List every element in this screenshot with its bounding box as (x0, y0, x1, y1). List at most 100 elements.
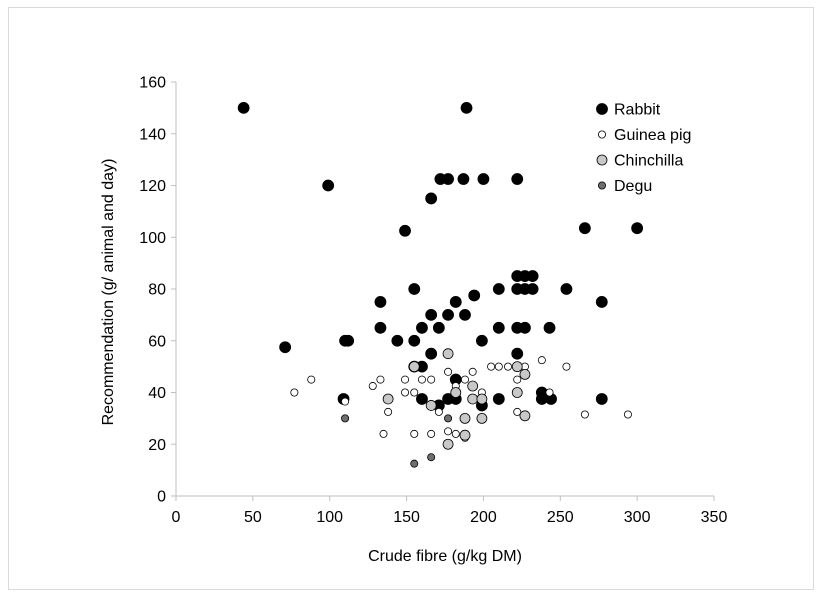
point-chinchilla (511, 387, 523, 398)
legend-marker (596, 154, 608, 166)
x-tick-label: 50 (244, 509, 262, 526)
point-guinea-pig (434, 407, 443, 416)
y-tick-label: 160 (139, 75, 166, 92)
point-chinchilla (442, 438, 454, 450)
point-rabbit (526, 283, 539, 295)
point-guinea-pig (460, 375, 469, 384)
point-guinea-pig (451, 429, 460, 438)
point-rabbit (237, 101, 250, 114)
legend-label: Chinchilla (614, 153, 683, 170)
point-guinea-pig (384, 407, 393, 416)
point-chinchilla (511, 361, 523, 373)
point-rabbit (399, 224, 411, 237)
point-guinea-pig (368, 382, 377, 391)
point-rabbit (408, 283, 421, 295)
point-rabbit (595, 393, 608, 405)
point-rabbit (578, 222, 591, 235)
point-rabbit (342, 334, 355, 347)
point-guinea-pig (562, 362, 571, 371)
point-degu (444, 414, 453, 423)
point-guinea-pig (427, 375, 436, 384)
x-tick-label: 150 (393, 509, 420, 526)
point-rabbit (560, 283, 573, 295)
legend-marker (596, 103, 608, 115)
y-tick-label: 100 (139, 230, 166, 247)
point-guinea-pig (376, 375, 385, 384)
point-rabbit (631, 222, 644, 235)
legend-label: Degu (614, 178, 652, 195)
point-chinchilla (408, 361, 420, 373)
point-rabbit (425, 347, 438, 360)
point-chinchilla (382, 393, 394, 405)
x-tick-label: 100 (316, 509, 343, 526)
point-rabbit (442, 173, 454, 185)
legend-marker (598, 130, 607, 139)
point-guinea-pig (513, 407, 522, 416)
point-guinea-pig (290, 388, 299, 397)
x-tick-label: 250 (547, 509, 574, 526)
point-rabbit (526, 270, 539, 282)
y-tick-label: 0 (157, 489, 166, 506)
point-rabbit (391, 334, 404, 347)
y-tick-label: 20 (148, 437, 166, 454)
point-rabbit (543, 321, 556, 334)
point-guinea-pig (444, 367, 453, 376)
point-chinchilla (519, 410, 531, 422)
point-guinea-pig (513, 375, 522, 384)
y-tick-label: 80 (148, 282, 166, 299)
point-rabbit (477, 173, 490, 185)
point-rabbit (449, 296, 462, 308)
point-chinchilla (442, 348, 454, 360)
point-guinea-pig (401, 375, 410, 384)
legend-label: Guinea pig (614, 127, 691, 144)
point-rabbit (374, 296, 387, 308)
point-guinea-pig (417, 375, 426, 384)
point-rabbit (442, 308, 454, 321)
x-tick-label: 200 (470, 509, 497, 526)
point-rabbit (492, 321, 505, 334)
point-rabbit (432, 321, 445, 334)
point-guinea-pig (444, 427, 453, 436)
point-degu (341, 414, 350, 423)
x-axis-title: Crude fibre (g/kg DM) (368, 548, 522, 565)
point-rabbit (425, 308, 438, 321)
x-tick-label: 350 (701, 509, 728, 526)
y-axis-title: Recommendation (g/ animal and day) (100, 159, 117, 426)
y-tick-label: 140 (139, 126, 166, 143)
point-guinea-pig (545, 388, 554, 397)
y-tick-label: 60 (148, 333, 166, 350)
point-rabbit (475, 334, 488, 347)
point-rabbit (425, 192, 438, 205)
point-chinchilla (467, 393, 479, 405)
point-rabbit (511, 173, 524, 185)
point-guinea-pig (487, 362, 496, 371)
point-degu (410, 459, 419, 468)
point-degu (427, 453, 436, 462)
x-tick-label: 0 (172, 509, 181, 526)
point-guinea-pig (341, 397, 350, 406)
legend: Rabbit Guinea pig Chinchilla Degu (596, 102, 691, 195)
point-rabbit (408, 334, 421, 347)
point-chinchilla (476, 412, 488, 424)
point-guinea-pig (494, 362, 503, 371)
point-rabbit (374, 321, 387, 334)
point-rabbit (416, 321, 428, 334)
x-tick-label: 300 (624, 509, 651, 526)
point-guinea-pig (427, 429, 436, 438)
x-axis-ticks: 0 50 100 150 200 250 300 350 (172, 496, 728, 526)
point-rabbit (511, 347, 524, 360)
point-rabbit (457, 173, 470, 185)
point-guinea-pig (623, 410, 632, 419)
point-guinea-pig (307, 375, 316, 384)
chart-frame (8, 7, 814, 590)
legend-marker (598, 181, 607, 190)
data-points (237, 101, 644, 468)
point-guinea-pig (410, 388, 419, 397)
y-tick-label: 120 (139, 178, 166, 195)
point-chinchilla (459, 429, 471, 441)
point-chinchilla (519, 368, 531, 380)
legend-label: Rabbit (614, 102, 661, 119)
y-axis-ticks: 0 20 40 60 80 100 120 140 160 (139, 75, 176, 506)
point-rabbit (460, 101, 473, 114)
point-rabbit (595, 296, 608, 308)
